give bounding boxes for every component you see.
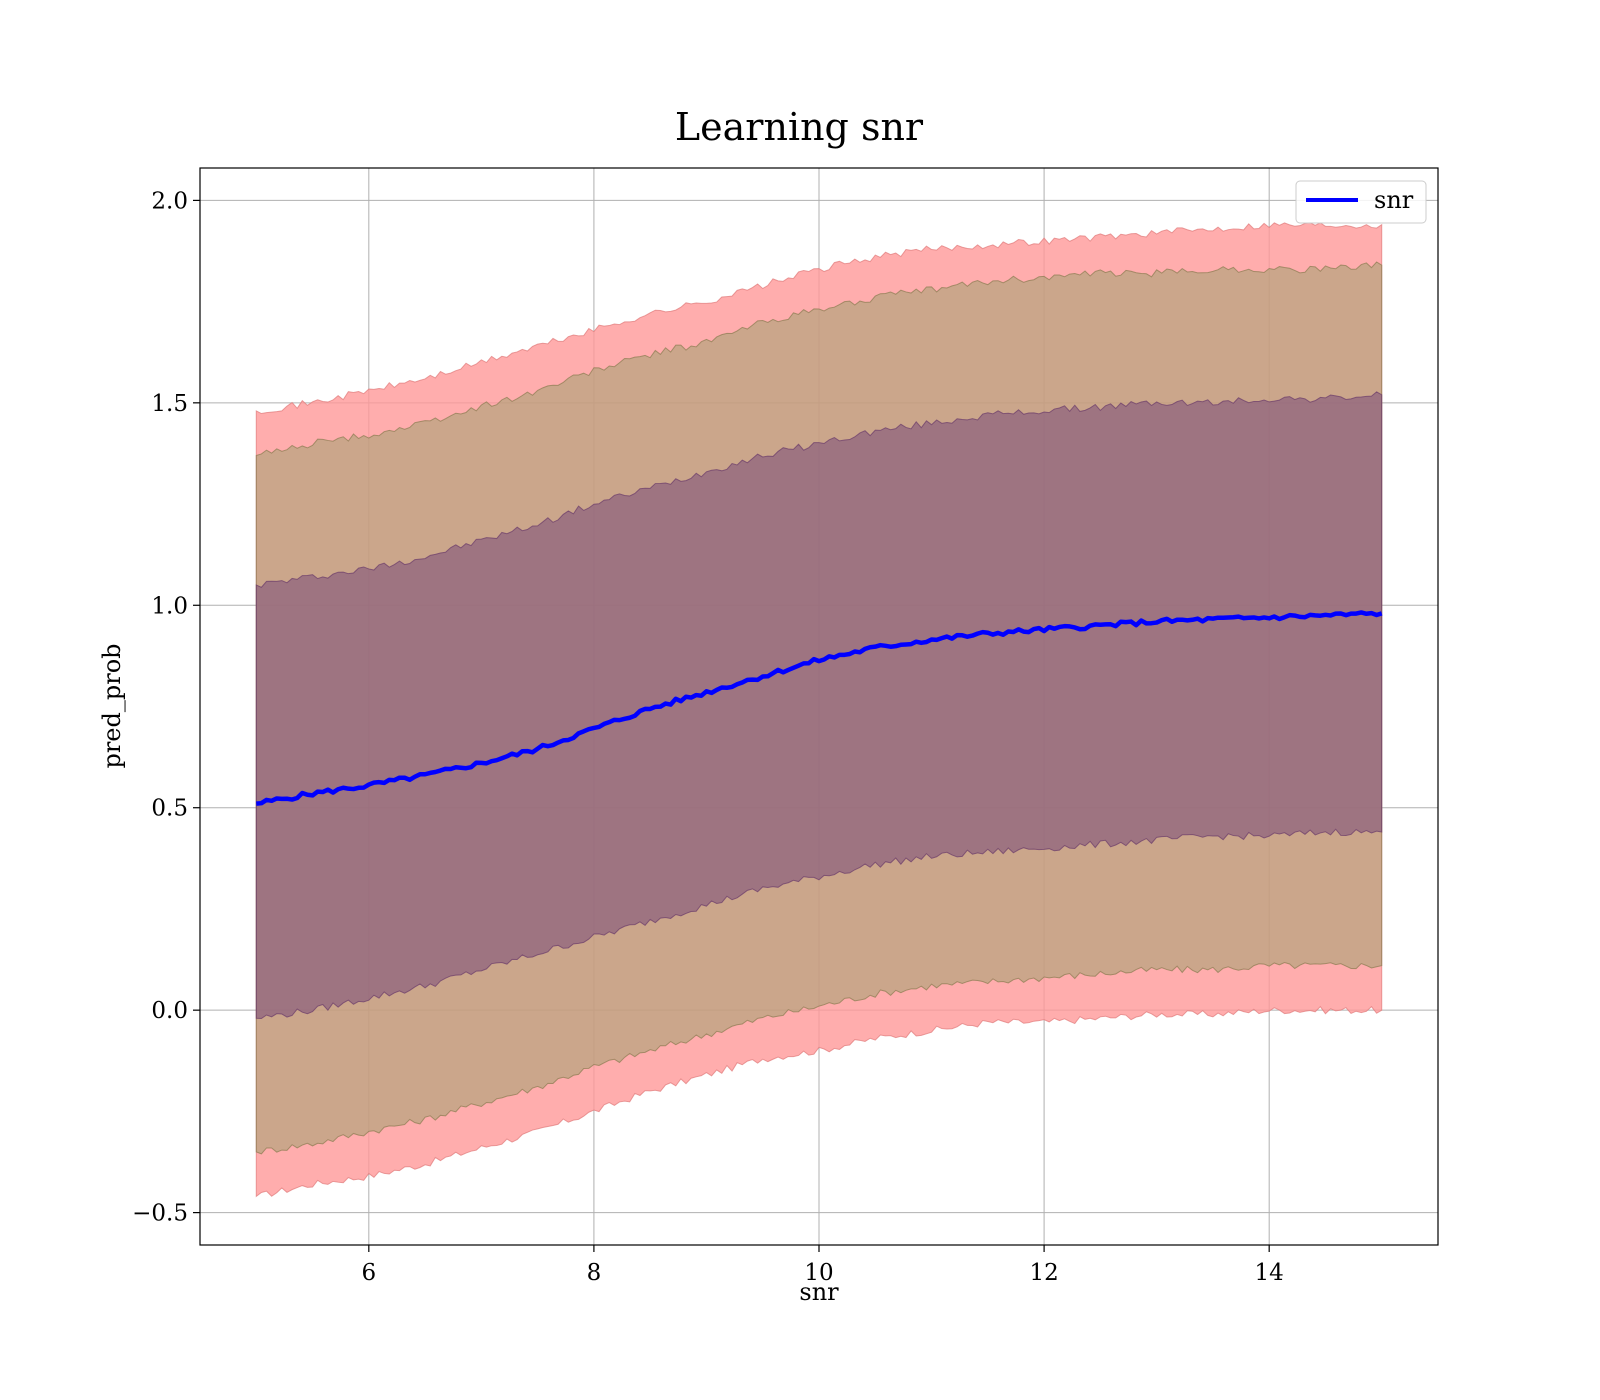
y-tick-label: 0.5: [151, 796, 188, 822]
x-tick-label: 6: [361, 1260, 376, 1286]
chart-title: Learning snr: [675, 105, 924, 149]
y-tick-label: −0.5: [132, 1201, 188, 1227]
y-axis-ticks: −0.5 0.0 0.5 1.0 1.5 2.0: [132, 188, 200, 1227]
x-axis-ticks: 6 8 10 12 14: [361, 1245, 1284, 1286]
legend-box: [1295, 180, 1427, 224]
x-tick-label: 14: [1255, 1260, 1284, 1286]
y-axis-label: pred_prob: [98, 643, 126, 768]
band-inner: [255, 391, 1383, 1020]
lines: [256, 610, 1383, 806]
y-tick-label: 1.5: [151, 391, 188, 417]
bands: [255, 222, 1383, 1198]
legend: snr: [1295, 180, 1427, 224]
x-tick-label: 10: [804, 1260, 833, 1286]
x-axis-label: snr: [799, 1278, 839, 1306]
y-tick-label: 2.0: [151, 188, 188, 214]
y-tick-label: 1.0: [151, 593, 188, 619]
y-tick-label: 0.0: [151, 998, 188, 1024]
series-line-snr: [256, 610, 1383, 806]
x-tick-label: 12: [1029, 1260, 1058, 1286]
legend-entry: snr: [1374, 186, 1414, 214]
x-tick-label: 8: [587, 1260, 602, 1286]
